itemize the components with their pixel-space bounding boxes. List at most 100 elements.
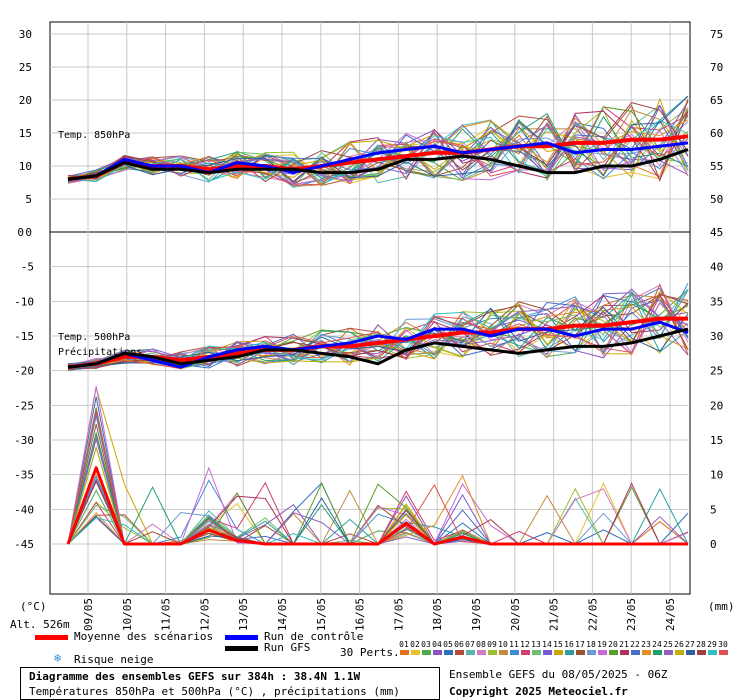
pert-legend-number: 23 [641,640,651,649]
pert-legend-number: 20 [608,640,618,649]
y-tick-left-lower: -35 [14,469,34,482]
pert-legend-number: 13 [531,640,541,649]
pert-legend-swatch [664,650,673,655]
pert-legend-swatch [455,650,464,655]
legend-control-label: Run de contrôle [264,630,364,643]
pert-legend-number: 16 [564,640,574,649]
pert-legend-number: 04 [432,640,442,649]
pert-legend-swatch [510,650,519,655]
y-tick-left-lower: -15 [14,330,34,343]
y-tick-right-lower: 40 [710,261,723,274]
pert-legend-number: 15 [553,640,563,649]
y-tick-right-upper: 65 [710,94,723,107]
pert-legend-number: 18 [586,640,596,649]
pert-legend-swatch [554,650,563,655]
x-tick-label: 21/05 [548,598,561,631]
pert-legend-number: 26 [674,640,684,649]
main-series-lines [66,134,689,546]
pert-legend-number: 09 [487,640,497,649]
pert-legend-number: 06 [454,640,464,649]
series-500-mean [67,316,688,370]
pert-legend-swatch [697,650,706,655]
y-tick-left-upper: 20 [19,94,32,107]
x-tick-label: 12/05 [198,598,211,631]
y-tick-left-upper: 30 [19,28,32,41]
pert-legend-swatch [499,650,508,655]
y-tick-left-lower: -20 [14,365,34,378]
x-tick-label: 18/05 [431,598,444,631]
y-tick-right-lower: 30 [710,330,723,343]
pert-legend-number: 14 [542,640,552,649]
pert-legend-swatch [708,650,717,655]
y-tick-right-lower: 15 [710,434,723,447]
y-tick-right-upper: 50 [710,193,723,206]
pert-legend-number: 07 [465,640,475,649]
footer-subtitle: Températures 850hPa et 500hPa (°C) , pré… [29,685,400,698]
label-temp-850: Temp. 850hPa [58,130,130,141]
pert-legend-number: 01 [399,640,409,649]
pert-legend-number: 10 [498,640,508,649]
right-unit: (mm) [708,600,735,613]
pert-legend-swatch [411,650,420,655]
pert-legend-number: 11 [509,640,519,649]
y-tick-left-lower: -30 [14,434,34,447]
y-tick-right-lower: 20 [710,399,723,412]
x-tick-label: 15/05 [315,598,328,631]
x-tick-label: 20/05 [509,598,522,631]
altitude-label: Alt. 526m [10,618,70,631]
pert-legend-number: 21 [619,640,629,649]
y-tick-right-lower: 10 [710,469,723,482]
left-unit: (°C) [20,600,47,613]
y-tick-right-upper: 70 [710,61,723,74]
x-tick-label: 23/05 [625,598,638,631]
y-tick-left-upper: 25 [19,61,32,74]
legend-gfs-swatch [225,646,258,651]
pert-legend-swatch [422,650,431,655]
legend-control-swatch [225,635,258,640]
perturbation-850-line [67,99,689,185]
y-tick-left-upper: 15 [19,127,32,140]
pert-legend-number: 27 [685,640,695,649]
pert-legend-swatch [719,650,728,655]
pert-legend-number: 29 [707,640,717,649]
axis-ticks: 09/05 10/05 11/05 12/05 13/05 14/05 15/05 16/05… [14,28,723,631]
x-tick-label: 14/05 [276,598,289,631]
y-tick-right-upper: 75 [710,28,723,41]
pert-legend-swatch [675,650,684,655]
pert-legend-swatch [620,650,629,655]
perturbation-500-line [67,283,689,371]
pert-legend-number: 03 [421,640,431,649]
series-850-gfs [67,148,689,181]
pert-legend-swatch [686,650,695,655]
pert-legend-number: 28 [696,640,706,649]
footer-copyright: Copyright 2025 Meteociel.fr [449,685,628,698]
y-tick-left-lower: -25 [14,399,34,412]
pert-legend-swatch [653,650,662,655]
pert-legend-number: 12 [520,640,530,649]
x-tick-label: 16/05 [354,598,367,631]
pert-legend-number: 22 [630,640,640,649]
x-tick-label: 09/05 [82,598,95,631]
y-tick-left-upper: 0 [25,226,32,239]
pert-legend-swatch [587,650,596,655]
series-500-gfs [67,327,689,369]
series-precip-mean [66,466,688,546]
legend-mean-label: Moyenne des scénarios [74,630,214,643]
y-tick-left-lower: -10 [14,295,34,308]
pert-legend-swatch [565,650,574,655]
y-tick-left-lower: -40 [14,503,34,516]
snowflake-icon: ❄ [54,651,62,665]
y-tick-right-upper: 55 [710,160,723,173]
pert-legend-swatch [400,650,409,655]
series-500-control [67,320,689,369]
x-tick-label: 13/05 [237,598,250,631]
perturbation-850-line [67,104,689,184]
series-850-control [67,141,689,181]
pert-legend-swatch [532,650,541,655]
pert-legend-number: 17 [575,640,585,649]
x-tick-label: 19/05 [470,598,483,631]
pert-legend-swatch [543,650,552,655]
pert-legend-number: 08 [476,640,486,649]
y-tick-left-lower: -5 [21,261,34,274]
